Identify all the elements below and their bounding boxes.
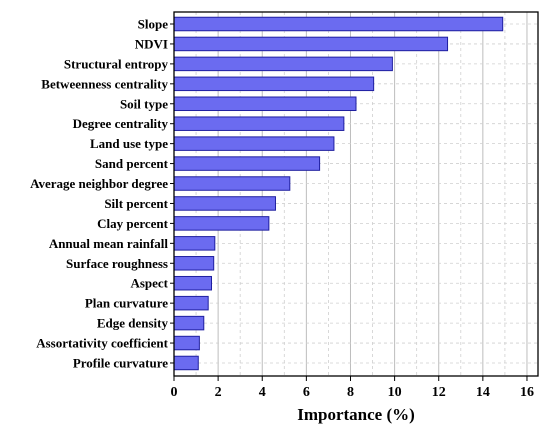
category-label: Betweenness centrality	[41, 76, 168, 91]
category-label: Aspect	[130, 276, 168, 291]
category-label: Annual mean rainfall	[49, 236, 169, 251]
bar	[173, 275, 213, 291]
bar	[173, 236, 216, 251]
bar	[173, 156, 321, 171]
bar	[173, 196, 276, 211]
category-label: Average neighbor degree	[30, 176, 168, 191]
bars	[173, 16, 504, 371]
category-label: Degree centrality	[73, 116, 169, 131]
bar	[173, 335, 200, 351]
x-tick-label: 4	[259, 385, 266, 400]
category-label: Edge density	[97, 316, 169, 331]
category-labels: Slope NDVI Structural entropy Betweenness c…	[30, 17, 174, 370]
category-label: Surface roughness	[66, 256, 168, 271]
category-label: Assortativity coefficient	[36, 336, 168, 351]
category-label: NDVI	[135, 36, 168, 51]
category-label: Silt percent	[104, 196, 168, 211]
category-label: Land use type	[90, 136, 168, 151]
bar	[173, 16, 504, 32]
bar	[173, 116, 345, 131]
category-label: Sand percent	[95, 156, 169, 171]
x-tick-label: 6	[303, 385, 310, 400]
bar	[173, 295, 209, 311]
bar	[173, 96, 357, 112]
bar	[173, 315, 205, 331]
category-label: Profile curvature	[73, 355, 168, 370]
x-tick-label: 2	[215, 385, 222, 400]
bar	[173, 176, 291, 191]
bar	[173, 256, 215, 271]
x-tick-label: 12	[432, 385, 446, 400]
x-tick-label: 8	[347, 385, 354, 400]
x-axis-ticks: 0 2 4 6 8 10 12 14 16	[171, 376, 534, 400]
bar	[173, 216, 270, 231]
x-tick-label: 0	[171, 385, 178, 400]
x-axis-title: Importance (%)	[297, 405, 415, 424]
category-label: Slope	[138, 17, 169, 32]
category-label: Soil type	[120, 96, 168, 111]
bar	[173, 76, 375, 92]
bar	[173, 136, 335, 151]
x-tick-label: 10	[388, 385, 402, 400]
bar	[173, 36, 449, 52]
x-tick-label: 16	[520, 385, 534, 400]
category-label: Clay percent	[97, 216, 169, 231]
bar	[173, 56, 393, 72]
x-tick-label: 14	[476, 385, 490, 400]
category-label: Plan curvature	[85, 296, 168, 311]
category-label: Structural entropy	[64, 56, 169, 71]
plot-frame	[173, 11, 539, 377]
bar	[173, 355, 199, 371]
